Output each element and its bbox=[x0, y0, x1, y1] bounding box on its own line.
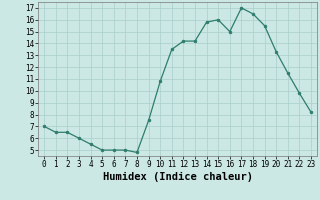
X-axis label: Humidex (Indice chaleur): Humidex (Indice chaleur) bbox=[103, 172, 252, 182]
